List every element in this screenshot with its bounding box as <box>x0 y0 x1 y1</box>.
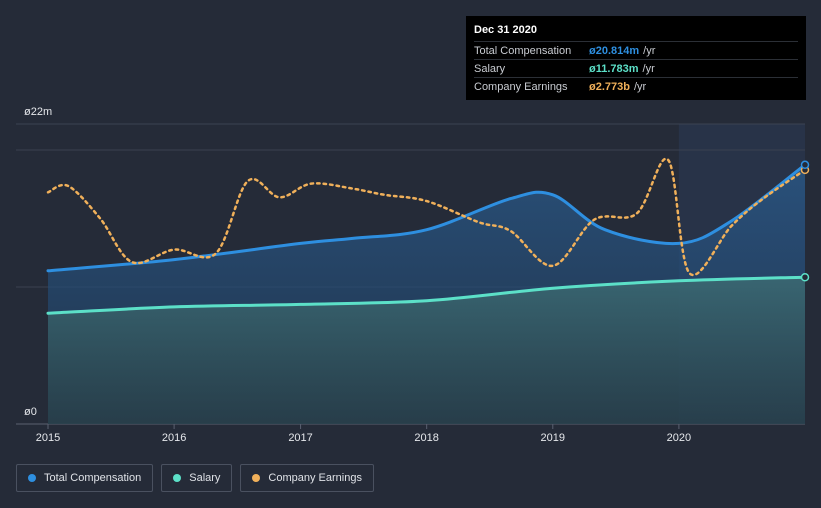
tooltip-date: Dec 31 2020 <box>474 24 537 36</box>
company-earnings-line <box>46 157 807 277</box>
tooltip-value: ø11.783m <box>589 62 639 75</box>
tooltip-row-salary: Salary ø11.783m /yr <box>474 59 798 77</box>
legend-company-earnings[interactable]: Company Earnings <box>240 464 374 492</box>
hover-tooltip: Dec 31 2020 Total Compensation ø20.814m … <box>466 16 806 100</box>
tooltip-unit: /yr <box>643 44 656 57</box>
legend-label: Total Compensation <box>44 472 142 484</box>
tooltip-value: ø20.814m <box>589 44 640 57</box>
chart-legend: Total Compensation Salary Company Earnin… <box>16 464 374 492</box>
legend-salary[interactable]: Salary <box>161 464 233 492</box>
total-compensation-line <box>46 163 807 273</box>
legend-label: Company Earnings <box>268 472 362 484</box>
x-tick-label: 2019 <box>541 432 565 444</box>
tooltip-label: Total Compensation <box>474 44 572 57</box>
y-tick-label-top: ø22m <box>24 106 53 118</box>
tooltip-row-earnings: Company Earnings ø2.773b /yr <box>474 77 798 95</box>
salary-line <box>46 275 807 315</box>
legend-dot-icon <box>252 474 261 482</box>
salary-area <box>48 277 805 424</box>
tooltip-label: Company Earnings <box>474 80 568 93</box>
total-compensation-end-point <box>800 160 810 170</box>
tooltip-value: ø2.773b <box>589 80 630 93</box>
salary-end-point <box>800 272 810 282</box>
y-tick-label-bottom: ø0 <box>24 406 37 418</box>
x-tick-label: 2016 <box>162 432 186 444</box>
x-tick-label: 2017 <box>288 432 312 444</box>
x-tick-label: 2015 <box>36 432 60 444</box>
x-tick-label: 2018 <box>414 432 438 444</box>
tooltip-row-total: Total Compensation ø20.814m /yr <box>474 41 798 59</box>
tooltip-unit: /yr <box>642 62 655 75</box>
tooltip-label: Salary <box>474 62 506 75</box>
tooltip-unit: /yr <box>633 80 647 93</box>
legend-dot-icon <box>173 474 182 482</box>
x-tick-label: 2020 <box>667 432 691 444</box>
legend-label: Salary <box>189 472 221 484</box>
legend-total-compensation[interactable]: Total Compensation <box>16 464 154 492</box>
legend-dot-icon <box>28 474 36 482</box>
